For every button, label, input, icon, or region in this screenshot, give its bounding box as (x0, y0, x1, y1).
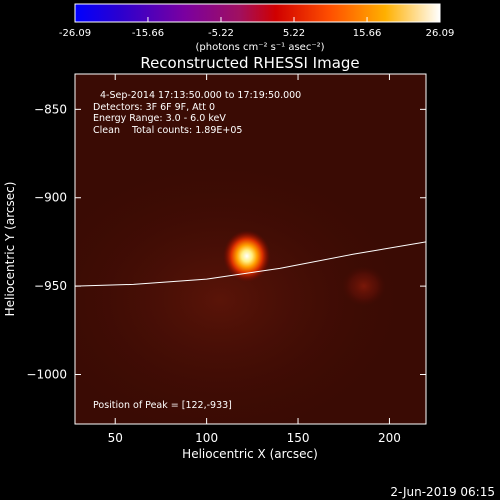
x-tick-label: 150 (287, 431, 310, 445)
colorbar-tick-label: -5.22 (208, 28, 234, 39)
colorbar-tick-label: 15.66 (353, 28, 382, 39)
x-tick-label: 200 (378, 431, 401, 445)
y-tick-label: −1000 (26, 368, 67, 382)
y-tick-label: −950 (34, 279, 67, 293)
colorbar-tick-label: -26.09 (59, 28, 91, 39)
plot-frame (74, 73, 427, 425)
footer-date: 2-Jun-2019 06:15 (390, 485, 495, 499)
info-time-range: 4-Sep-2014 17:13:50.000 to 17:19:50.000 (100, 90, 301, 101)
colorbar-tick-label: -15.66 (132, 28, 164, 39)
x-tick-label: 50 (108, 431, 123, 445)
background-haze (75, 150, 420, 424)
info-block: 4-Sep-2014 17:13:50.000 to 17:19:50.000 … (93, 90, 301, 136)
solar-limb-curve (75, 241, 426, 287)
info-detectors: Detectors: 3F 6F 9F, Att 0 (93, 102, 215, 113)
secondary-source (341, 266, 386, 307)
colorbar-tick-label: 5.22 (283, 28, 305, 39)
chart-title: Reconstructed RHESSI Image (140, 54, 359, 72)
x-axis: 50 100 150 200 (108, 74, 401, 445)
peak-position-label: Position of Peak = [122,-933] (93, 400, 232, 411)
y-tick-label: −850 (34, 102, 67, 116)
colorbar-units: (photons cm⁻² s⁻¹ asec⁻²) (195, 42, 324, 53)
peak-source (222, 230, 271, 283)
x-axis-label: Heliocentric X (arcsec) (182, 447, 318, 461)
info-energy-range: Energy Range: 3.0 - 6.0 keV (93, 113, 226, 124)
info-clean-counts: Clean Total counts: 1.89E+05 (93, 125, 242, 136)
colorbar-tick-label: 26.09 (426, 28, 455, 39)
colorbar-ticks: -26.09 -15.66 -5.22 5.22 15.66 26.09 (59, 17, 454, 39)
colorbar (74, 3, 441, 23)
x-tick-label: 100 (195, 431, 218, 445)
y-axis-label: Heliocentric Y (arcsec) (3, 182, 17, 317)
y-axis: −850 −900 −950 −1000 (26, 102, 426, 382)
y-tick-label: −900 (34, 191, 67, 205)
